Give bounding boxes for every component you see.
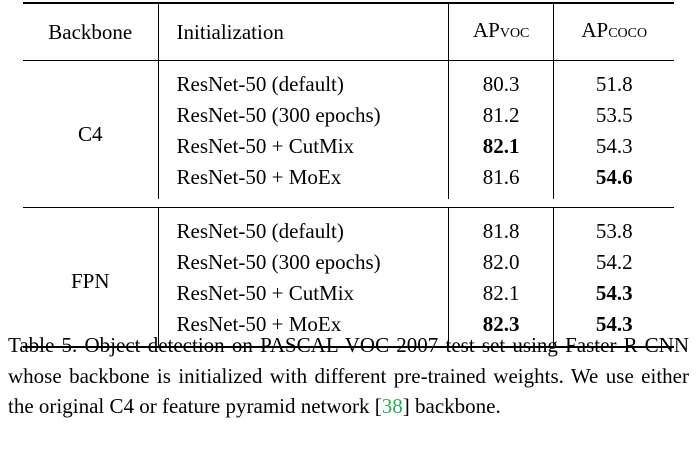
initialization-cell: ResNet-50 + MoEx (158, 309, 449, 347)
ap-coco-cell: 54.3 (595, 312, 633, 336)
backbone-cell: FPN (23, 207, 159, 347)
separator-cell (158, 199, 449, 208)
table-row: FPN ResNet-50 (default) 81.8 53.8 (23, 207, 674, 347)
table-row: ResNet-50 + CutMix 82.1 54.3 (23, 278, 674, 309)
ap-voc-cell: 82.1 (448, 131, 555, 162)
table-row: ResNet-50 (300 epochs) 82.0 54.2 (23, 247, 674, 278)
header-ap-voc-sub: VOC (499, 26, 530, 41)
table-body: C4 ResNet-50 (default) 80.3 51.8 ResNet-50 (… (23, 60, 674, 347)
header-ap-voc: APVOC (448, 3, 555, 61)
ap-coco-cell: 54.3 (595, 134, 633, 158)
table-caption: Table 5. Object detection on PASCAL VOC … (8, 330, 689, 422)
header-ap-coco: APCOCO (554, 3, 674, 61)
table-row: C4 ResNet-50 (default) 80.3 51.8 (23, 60, 674, 199)
ap-voc-cell: 80.3 (448, 60, 555, 100)
table-row: ResNet-50 + MoEx 82.3 54.3 (23, 309, 674, 347)
ap-coco-cell: 51.8 (595, 72, 633, 96)
results-table-container: Backbone Initialization APVOC APCOCO C4 R… (23, 2, 674, 348)
group-separator (23, 199, 674, 208)
separator-cell (553, 199, 674, 208)
initialization-cell: ResNet-50 (default) (158, 60, 449, 100)
ap-voc-cell: 82.0 (448, 247, 555, 278)
caption-text-end: ] backbone. (402, 394, 501, 418)
ap-coco-cell: 54.6 (595, 165, 633, 189)
initialization-cell: ResNet-50 + CutMix (158, 278, 449, 309)
header-ap-coco-main: AP (581, 18, 609, 42)
ap-coco-cell: 54.3 (595, 281, 633, 305)
table-header-row: Backbone Initialization APVOC APCOCO (23, 3, 674, 61)
initialization-cell: ResNet-50 (300 epochs) (158, 247, 449, 278)
initialization-cell: ResNet-50 (default) (158, 207, 449, 247)
initialization-cell: ResNet-50 (300 epochs) (158, 100, 449, 131)
ap-voc-cell: 82.3 (448, 309, 555, 347)
ap-voc-cell: 81.2 (448, 100, 555, 131)
initialization-cell: ResNet-50 + MoEx (158, 162, 449, 199)
ap-coco-cell: 54.2 (595, 250, 633, 274)
ap-voc-cell: 82.1 (448, 278, 555, 309)
table-row: ResNet-50 (300 epochs) 81.2 53.5 (23, 100, 674, 131)
citation-link[interactable]: 38 (381, 394, 403, 418)
ap-coco-cell: 53.5 (595, 103, 633, 127)
header-initialization: Initialization (158, 3, 449, 61)
ap-voc-cell: 81.8 (448, 207, 555, 247)
table-row: ResNet-50 + MoEx 81.6 54.6 (23, 162, 674, 199)
header-ap-voc-main: AP (472, 18, 500, 42)
header-backbone: Backbone (23, 3, 159, 61)
header-ap-coco-sub: COCO (608, 26, 648, 41)
separator-cell (448, 199, 554, 208)
backbone-cell: C4 (23, 60, 159, 199)
separator-cell (23, 199, 159, 208)
initialization-cell: ResNet-50 + CutMix (158, 131, 449, 162)
results-table: Backbone Initialization APVOC APCOCO C4 R… (23, 2, 674, 348)
ap-coco-cell: 53.8 (595, 219, 633, 243)
caption-text: Table 5. Object detection on PASCAL VOC … (8, 333, 689, 418)
ap-voc-cell: 81.6 (448, 162, 555, 199)
table-row: ResNet-50 + CutMix 82.1 54.3 (23, 131, 674, 162)
